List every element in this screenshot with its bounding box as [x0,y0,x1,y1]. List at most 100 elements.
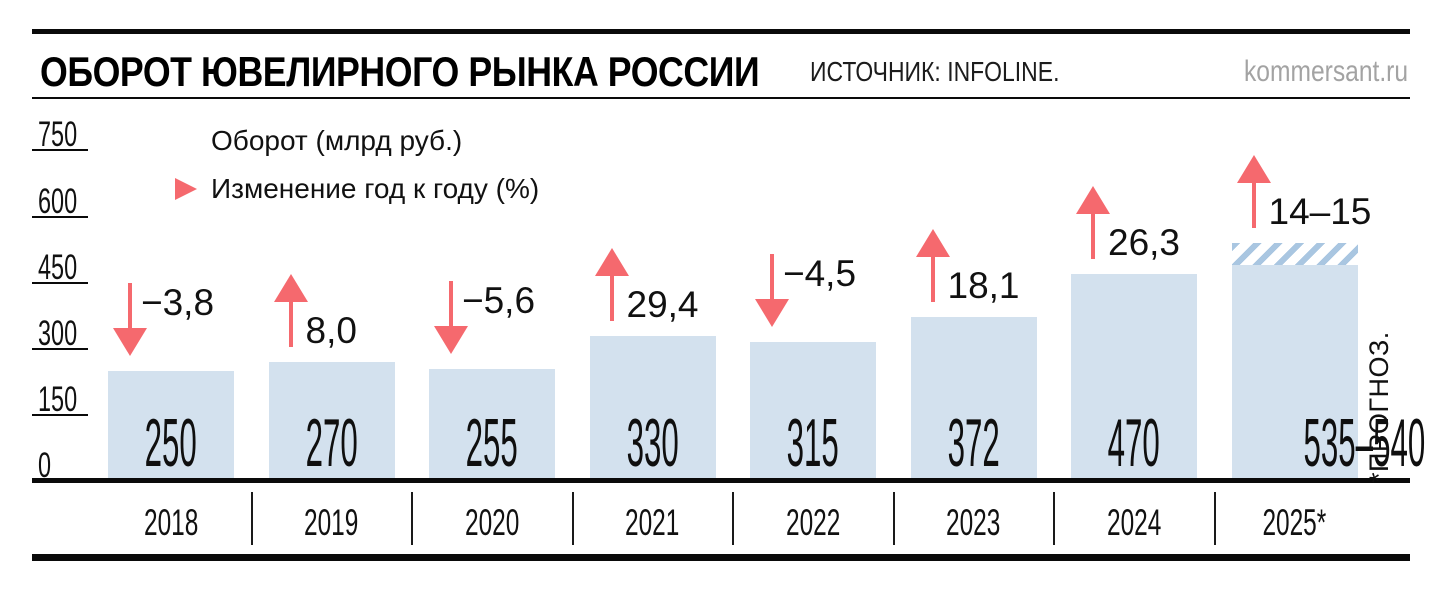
change-value-label: 8,0 [305,310,357,351]
bar-value-text: 315 [786,405,840,481]
bar-value-label: 330 [590,409,716,477]
arrow-head [113,327,147,356]
y-tick-mark [32,413,88,416]
y-tick-value: 0 [38,446,52,485]
arrow-head [273,274,308,302]
change-value-label: 18,1 [947,265,1020,307]
legend-turnover-label: Оборот (млрд руб.) [211,125,463,156]
arrow-head [915,229,950,258]
bar-value-text: 270 [305,405,358,481]
bar-rect [589,335,716,481]
year-text: 2022 [785,502,841,543]
x-axis-divider [1053,492,1055,545]
bar-value-text: 535–540 [1302,405,1425,481]
legend-change-label: Изменение год к году (%) [211,173,540,204]
x-axis-baseline [32,478,1410,483]
bar-rect [910,317,1037,481]
year-text: 2025* [1262,502,1327,543]
x-axis-year-label: 2021 [572,504,733,541]
arrow-head [434,325,468,354]
bar-value-text: 250 [144,405,198,481]
y-tick-label: 600 [38,184,96,219]
arrow-up-icon [594,247,629,321]
page-title: ОБОРОТ ЮВЕЛИРНОГО РЫНКА РОССИИ [40,48,760,95]
x-axis-divider [411,492,413,545]
arrow-up-icon [1236,155,1271,229]
y-tick-label: 750 [38,117,96,152]
x-axis-year-label: 2020 [412,504,573,541]
change-value-label: 14–15 [1268,191,1372,233]
x-axis-year-label: 2018 [91,504,252,541]
arrow-shaft [288,298,293,347]
source-label: ИСТОЧНИК: INFOLINE. [810,56,1060,87]
header-rule [32,97,1410,99]
y-tick-value: 450 [38,247,78,287]
bar-value-label: 535–540 [1232,409,1425,477]
legend-arrow-icon [129,187,177,191]
change-value-label: 26,3 [1108,221,1181,263]
x-axis-divider [571,492,574,545]
arrow-down-icon [113,282,147,356]
year-text: 2024 [1106,502,1162,543]
arrow-head [1236,155,1271,184]
arrow-down-icon [434,280,468,354]
bar-value-text: 470 [1107,405,1161,481]
site-label: kommersant.ru [1243,55,1408,88]
bar-rect [268,362,395,481]
x-axis-year-label: 2023 [893,504,1054,541]
arrow-shaft [930,253,935,303]
bar-rect [1071,273,1197,481]
arrow-head [755,299,789,328]
arrow-shaft [609,271,614,321]
bar-value-text: 330 [626,405,679,481]
y-tick-value: 600 [38,181,78,221]
arrow-up-icon [273,274,308,347]
y-tick-mark [32,215,88,218]
arrow-shaft [1091,209,1095,259]
y-tick-mark [32,149,88,152]
bar-rect [108,370,234,481]
bar-value-text: 255 [465,405,519,481]
bar-value-text: 372 [947,405,1000,481]
legend-bar-swatch [129,126,181,158]
y-tick-mark [32,281,88,284]
year-text: 2023 [946,502,1001,543]
change-value-label: −4,5 [783,253,857,295]
y-tick-label: 150 [38,382,96,417]
y-tick-value: 750 [38,115,78,155]
change-value-label: 29,4 [626,283,699,325]
y-tick-mark [32,347,88,350]
y-tick-label: 450 [38,250,96,285]
arrow-shaft [128,282,132,332]
y-tick-label: 0 [38,448,57,483]
change-value-label: −5,6 [462,279,536,321]
bar-rect [1231,265,1358,481]
bar-forecast-hatch [1231,243,1358,266]
arrow-head [1076,185,1110,214]
top-rule [32,29,1410,34]
bar-value-label: 315 [750,409,876,477]
y-tick-value: 150 [38,379,78,419]
y-tick-label: 300 [38,316,96,351]
year-text: 2019 [304,502,359,543]
change-value-label: −3,8 [141,281,215,323]
bar-value-label: 470 [1071,409,1197,477]
arrow-shaft [449,280,453,330]
arrow-shaft [1251,179,1256,229]
year-text: 2021 [625,502,680,543]
arrow-down-icon [755,254,789,328]
x-axis-year-label: 2022 [733,504,894,541]
bar-rect [429,368,555,481]
x-axis-divider [1213,492,1216,545]
bar-value-label: 255 [429,409,555,477]
x-axis-divider [250,492,253,545]
bar-value-label: 250 [108,409,234,477]
x-axis-year-label: 2025* [1214,504,1375,541]
year-text: 2018 [143,502,199,543]
y-tick-value: 300 [38,313,78,353]
forecast-footnote: *ПРОГНОЗ. [1364,331,1394,483]
bar-value-label: 372 [911,409,1037,477]
year-text: 2020 [464,502,520,543]
x-axis-divider [732,492,734,545]
